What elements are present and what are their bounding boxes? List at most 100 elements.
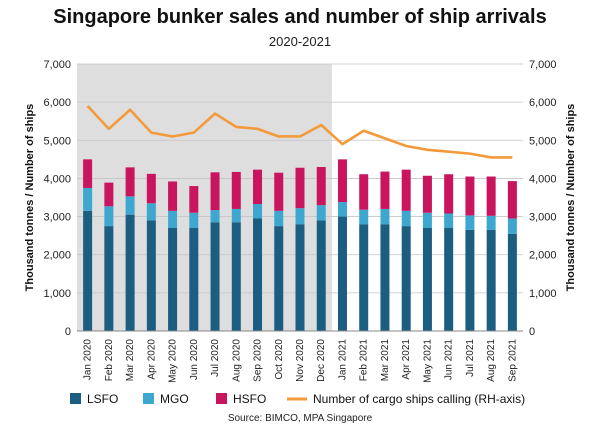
- legend-swatch-hsfo: [216, 393, 227, 404]
- bar-mgo: [465, 215, 475, 230]
- y-tick-label-left: 2,000: [43, 250, 71, 262]
- bar-hsfo: [146, 173, 156, 204]
- x-tick-label: Aug 2021: [486, 339, 497, 382]
- bar-mgo: [210, 210, 220, 223]
- x-tick-label: Jul 2021: [465, 339, 476, 377]
- bar-hsfo: [337, 159, 347, 203]
- legend-label-hsfo: HSFO: [233, 392, 266, 406]
- bar-hsfo: [274, 172, 284, 211]
- bar-hsfo: [380, 171, 390, 209]
- bar-lsfo: [231, 222, 241, 331]
- x-tick-label: Nov 2020: [295, 339, 306, 382]
- bar-mgo: [189, 212, 199, 229]
- bar-mgo: [295, 208, 305, 225]
- chart-subtitle: 2020-2021: [268, 34, 332, 49]
- x-tick-label: Feb 2021: [359, 339, 370, 382]
- y-tick-label-right: 4,000: [529, 173, 557, 185]
- line-cargo-ships: [86, 105, 513, 159]
- bar-hsfo: [316, 166, 326, 206]
- bar-lsfo: [316, 220, 326, 331]
- bar-lsfo: [422, 228, 432, 331]
- bar-mgo: [337, 202, 347, 217]
- bar-hsfo: [125, 167, 135, 197]
- bar-lsfo: [253, 218, 263, 331]
- bar-hsfo: [465, 176, 475, 216]
- x-tick-label: Mar 2021: [380, 339, 391, 382]
- y-tick-label-left: 6,000: [43, 97, 71, 109]
- bar-hsfo: [189, 186, 199, 213]
- bar-mgo: [146, 203, 156, 221]
- bar-lsfo: [146, 220, 156, 331]
- bar-lsfo: [359, 224, 369, 331]
- bar-hsfo: [401, 169, 411, 211]
- shaded-period-2020: [77, 64, 332, 331]
- bar-mgo: [104, 206, 114, 227]
- x-tick-label: Dec 2020: [316, 339, 327, 382]
- y-tick-label-left: 5,000: [43, 135, 71, 147]
- line-layer: [86, 105, 513, 159]
- axis-layer: 0 0 1,000 1,000 2,000 2,000 3,000 3,000 4,000 4,0…: [24, 59, 577, 383]
- y-tick-label-left: 0: [65, 326, 71, 338]
- bar-hsfo: [210, 172, 220, 211]
- bar-lsfo: [295, 224, 305, 331]
- x-tick-label: Jul 2020: [210, 339, 221, 377]
- legend-label-mgo: MGO: [160, 392, 189, 406]
- bar-layer: [83, 159, 517, 331]
- bar-mgo: [359, 209, 369, 225]
- x-tick-label: Sep 2021: [507, 339, 518, 382]
- y-tick-label-left: 7,000: [43, 59, 71, 71]
- bar-lsfo: [189, 228, 199, 331]
- x-tick-label: Aug 2020: [231, 339, 242, 382]
- legend-layer: LSFO MGO HSFO Number of cargo ships calling…: [70, 392, 525, 406]
- y-tick-label-right: 5,000: [529, 135, 557, 147]
- bar-mgo: [444, 213, 454, 229]
- y-axis-label-right: Thousand tonnes / Number of ships: [565, 104, 577, 292]
- y-tick-label-left: 3,000: [43, 212, 71, 224]
- bar-lsfo: [274, 226, 284, 331]
- bar-mgo: [507, 218, 517, 234]
- bar-hsfo: [507, 181, 517, 219]
- bar-hsfo: [168, 181, 178, 211]
- bar-lsfo: [444, 228, 454, 331]
- bar-lsfo: [380, 224, 390, 331]
- bar-hsfo: [486, 176, 496, 216]
- bar-lsfo: [465, 229, 475, 331]
- y-tick-label-right: 7,000: [529, 59, 557, 71]
- bar-hsfo: [422, 175, 432, 213]
- bar-lsfo: [401, 226, 411, 331]
- bar-mgo: [380, 208, 390, 225]
- x-tick-label: Jan 2020: [83, 339, 94, 381]
- bar-hsfo: [253, 169, 263, 204]
- legend-label-line: Number of cargo ships calling (RH-axis): [313, 392, 525, 406]
- y-axis-label-left: Thousand tonnes / Number of ships: [24, 104, 36, 292]
- bar-lsfo: [210, 222, 220, 331]
- bar-mgo: [401, 210, 411, 227]
- legend-swatch-lsfo: [70, 393, 81, 404]
- source-note: Source: BIMCO, MPA Singapore: [227, 413, 373, 424]
- bar-mgo: [316, 205, 326, 221]
- y-tick-label-right: 6,000: [529, 97, 557, 109]
- x-tick-label: May 2021: [422, 339, 433, 383]
- bar-lsfo: [337, 216, 347, 331]
- bar-mgo: [83, 187, 93, 211]
- x-tick-label: Oct 2020: [274, 339, 285, 380]
- chart-title: Singapore bunker sales and number of shi…: [53, 6, 547, 28]
- bar-lsfo: [486, 229, 496, 331]
- y-tick-label-right: 1,000: [529, 288, 557, 300]
- bar-mgo: [231, 208, 241, 223]
- x-tick-label: Apr 2020: [146, 339, 157, 380]
- bar-mgo: [125, 196, 135, 215]
- bar-lsfo: [125, 214, 135, 331]
- bar-lsfo: [104, 226, 114, 331]
- background-layer: [77, 64, 332, 331]
- bar-mgo: [486, 215, 496, 230]
- bar-hsfo: [231, 171, 241, 209]
- bar-lsfo: [83, 210, 93, 331]
- x-tick-label: Jun 2020: [189, 339, 200, 381]
- x-tick-label: Jun 2021: [444, 339, 455, 381]
- x-tick-label: Mar 2020: [125, 339, 136, 382]
- y-tick-label-left: 4,000: [43, 173, 71, 185]
- y-tick-label-right: 0: [529, 326, 535, 338]
- bar-mgo: [253, 203, 263, 219]
